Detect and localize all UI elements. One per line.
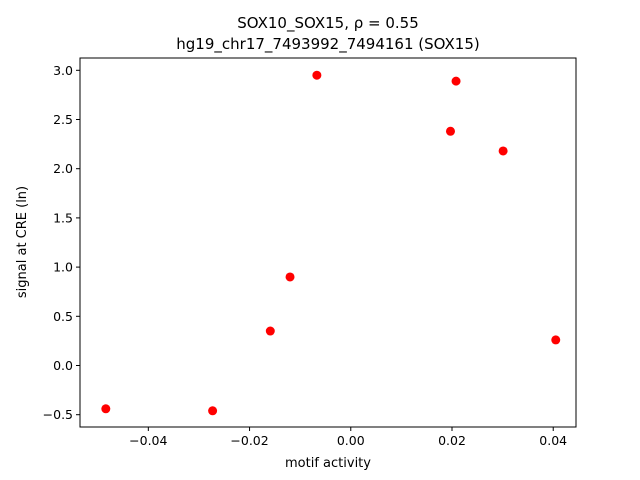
chart-title-line1: SOX10_SOX15, ρ = 0.55 (237, 14, 419, 33)
y-tick-label: 3.0 (53, 63, 73, 78)
data-point (551, 335, 561, 345)
x-tick-label: −0.02 (230, 433, 268, 448)
data-points (101, 70, 561, 416)
x-axis-ticks: −0.04 −0.02 0.00 0.02 0.04 (129, 427, 567, 448)
x-tick-label: 0.00 (337, 433, 365, 448)
data-point (451, 76, 461, 86)
data-point (498, 146, 508, 156)
data-point (265, 326, 275, 336)
y-axis-ticks: −0.5 0.0 0.5 1.0 1.5 2.0 2.5 3.0 (43, 63, 80, 422)
y-tick-label: 1.0 (53, 260, 73, 275)
x-axis-label: motif activity (285, 456, 371, 471)
data-point (101, 404, 111, 414)
data-point (285, 272, 295, 282)
data-point (445, 126, 455, 136)
x-tick-label: 0.04 (539, 433, 567, 448)
y-axis-label: signal at CRE (ln) (15, 186, 30, 298)
x-tick-label: −0.04 (129, 433, 167, 448)
data-point (208, 406, 218, 416)
chart-title-line2: hg19_chr17_7493992_7494161 (SOX15) (176, 35, 479, 54)
y-tick-label: 0.5 (53, 309, 73, 324)
data-point (312, 70, 322, 80)
y-tick-label: 0.0 (53, 358, 73, 373)
y-tick-label: 2.5 (53, 112, 73, 127)
plot-frame (79, 57, 577, 428)
x-tick-label: 0.02 (438, 433, 466, 448)
y-tick-label: 1.5 (53, 210, 73, 225)
y-tick-label: 2.0 (53, 161, 73, 176)
y-tick-label: −0.5 (43, 407, 73, 422)
